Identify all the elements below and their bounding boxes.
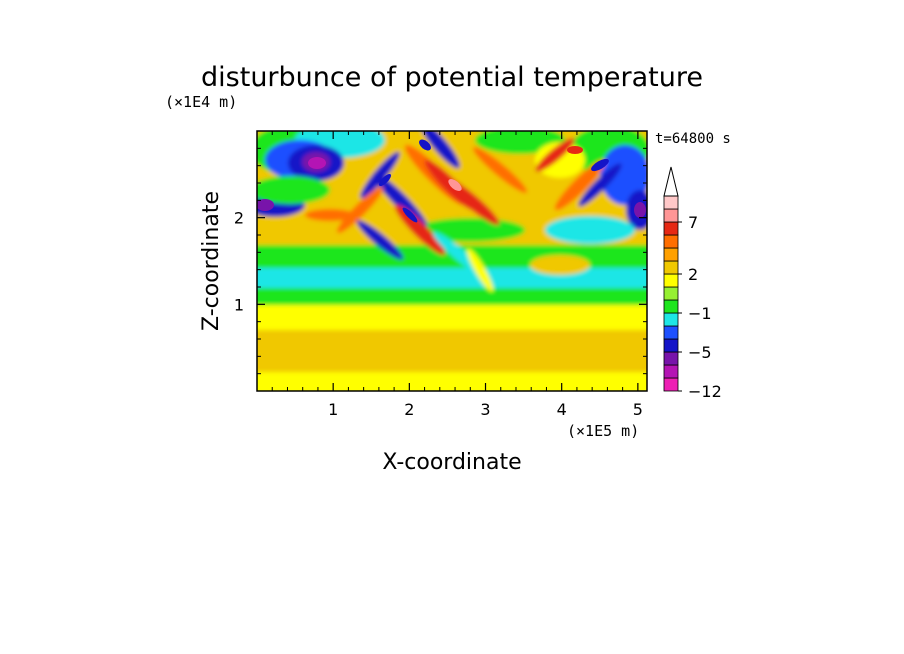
colorbar-segment xyxy=(663,208,679,223)
colorbar-segment xyxy=(663,221,679,236)
field-streak xyxy=(535,138,575,172)
field-streak xyxy=(360,151,400,199)
colorbar-segment xyxy=(663,312,679,327)
field-streak xyxy=(554,159,606,211)
y-tick-label: 1 xyxy=(234,295,244,314)
plot-frame xyxy=(256,130,648,392)
field-feature xyxy=(308,157,326,169)
colorbar-segment xyxy=(663,377,679,392)
field-feature xyxy=(378,173,392,187)
x-tick-label: 4 xyxy=(557,400,567,419)
colorbar-tick-label: −5 xyxy=(688,343,712,362)
x-tick-label: 3 xyxy=(480,400,490,419)
x-axis-label: X-coordinate xyxy=(382,450,521,475)
colorbar-segment xyxy=(663,260,679,275)
field-feature xyxy=(402,207,418,223)
x-unit-label: (×1E5 m) xyxy=(567,422,639,440)
field-blob xyxy=(600,145,647,205)
field-streak xyxy=(466,248,494,292)
field-feature xyxy=(257,199,274,211)
colorbar-segment xyxy=(663,299,679,314)
y-unit-label: (×1E4 m) xyxy=(165,93,237,111)
field-streak xyxy=(419,131,461,169)
colorbar-tick-label: 7 xyxy=(688,213,698,232)
mid-green-band xyxy=(257,288,647,305)
field-feature xyxy=(634,202,646,218)
x-axis-ticks: 1 2 3 4 5 xyxy=(271,131,643,419)
field-streak xyxy=(336,186,384,234)
low-orange-band xyxy=(257,330,647,372)
colorbar-tick-label: −1 xyxy=(688,304,712,323)
colorbar-segment xyxy=(663,286,679,301)
colorbar-segment xyxy=(663,325,679,340)
field-streak xyxy=(578,163,622,207)
colorbar: 7 2 −1 −5 −12 xyxy=(663,166,722,401)
field-blob xyxy=(545,216,635,244)
y-axis-ticks: 12 xyxy=(234,147,647,375)
field-blob xyxy=(530,255,590,275)
field-streak xyxy=(372,172,428,228)
y-axis-label: Z-coordinate xyxy=(199,191,224,331)
cyan-band xyxy=(257,268,647,288)
field-feature xyxy=(567,146,583,154)
field-feature xyxy=(419,139,431,151)
colorbar-segment xyxy=(663,234,679,249)
chart-title: disturbunce of potential temperature xyxy=(201,62,703,93)
colorbar-tick-label: 2 xyxy=(688,265,698,284)
field-feature xyxy=(591,158,609,172)
colorbar-tick-label: −12 xyxy=(688,382,722,401)
field-streak xyxy=(356,220,404,260)
colorbar-extend-arrow xyxy=(663,166,679,197)
field-feature xyxy=(448,179,462,191)
colorbar-segment xyxy=(663,273,679,288)
field-blurred-layer xyxy=(257,131,647,391)
x-tick-label: 1 xyxy=(328,400,338,419)
field-streak xyxy=(394,204,446,256)
colorbar-segment xyxy=(663,364,679,379)
field-blob xyxy=(257,176,330,204)
colorbar-segment xyxy=(663,351,679,366)
field-streak xyxy=(472,147,528,193)
time-label: t=64800 s xyxy=(655,131,731,147)
x-tick-label: 2 xyxy=(404,400,414,419)
y-tick-label: 2 xyxy=(234,209,244,228)
bottom-yellow-band xyxy=(257,372,647,391)
colorbar-segment xyxy=(663,247,679,262)
colorbar-segment xyxy=(663,195,679,210)
colorbar-segment xyxy=(663,338,679,353)
x-tick-label: 5 xyxy=(633,400,643,419)
contour-field xyxy=(257,131,647,391)
field-sharp-layer xyxy=(257,139,646,223)
field-streak xyxy=(305,209,355,221)
